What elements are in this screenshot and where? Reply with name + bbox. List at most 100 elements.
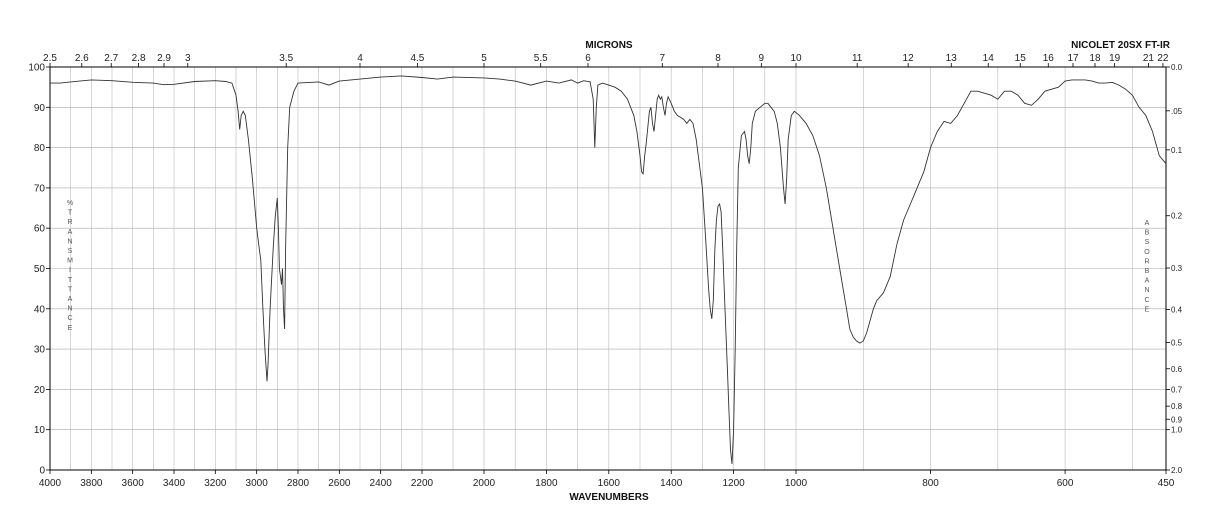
micron-tick-label: 11 [852, 53, 863, 64]
y-axis-title-char: S [68, 248, 73, 255]
absorbance-tick-label: 0.4 [1171, 306, 1183, 315]
micron-tick-label: 2.7 [104, 53, 118, 64]
transmittance-tick-label: 100 [28, 63, 45, 74]
y-axis-title-char: N [67, 238, 72, 245]
micron-tick-label: 5.5 [534, 53, 548, 64]
transmittance-tick-label: 30 [34, 345, 46, 356]
grid [50, 66, 1166, 471]
y-axis-title-char: C [67, 315, 72, 322]
transmittance-tick-label: 70 [34, 183, 46, 194]
wavenumber-tick-label: 4000 [39, 478, 62, 489]
micron-tick-label: 16 [1043, 53, 1055, 64]
micron-tick-label: 5 [481, 53, 487, 64]
wavenumber-tick-label: 2200 [411, 478, 434, 489]
micron-tick-label: 13 [946, 53, 958, 64]
micron-tick-label: 7 [660, 53, 666, 64]
wavenumber-tick-label: 2000 [473, 478, 496, 489]
micron-tick-label: 8 [715, 53, 721, 64]
y-axis-title-char: A [68, 296, 73, 303]
y2-axis-title-char: B [1145, 230, 1150, 237]
wavenumber-tick-label: 2600 [328, 478, 351, 489]
absorbance-tick-label: 0.1 [1171, 146, 1183, 155]
absorbance-tick-label: 0.7 [1171, 386, 1183, 395]
micron-tick-label: 6 [585, 53, 591, 64]
y2-axis-title-char: S [1145, 239, 1150, 246]
micron-tick-label: 4.5 [410, 53, 424, 64]
transmittance-tick-label: 60 [34, 224, 46, 235]
absorbance-tick-label: 2.0 [1171, 466, 1183, 475]
absorbance-tick-label: 0.3 [1171, 264, 1183, 273]
spectrum-line [50, 75, 1167, 465]
y-axis-title-char: N [67, 306, 72, 313]
wavenumber-tick-label: 450 [1158, 478, 1175, 489]
micron-tick-label: 4 [357, 53, 363, 64]
top-axis-title: MICRONS [585, 40, 633, 51]
transmittance-tick-label: 90 [34, 103, 46, 114]
transmittance-tick-label: 10 [34, 425, 46, 436]
absorbance-tick-labels: 0.0 .05 0.1 0.2 0.3 0.4 0.5 0.6 0.7 0.8 0.9 1.0 2.0 [1171, 63, 1183, 475]
micron-tick-label: 3 [185, 53, 191, 64]
micron-tick-labels: 2.5 2.6 2.7 2.8 2.9 3 3.5 4 4.5 5 5.5 6 7 8 9 10 11 12 13 1… [43, 53, 1169, 64]
wavenumber-tick-label: 600 [1057, 478, 1074, 489]
wavenumber-tick-label: 2400 [370, 478, 393, 489]
absorbance-tick-label: 0.2 [1171, 212, 1183, 221]
y-axis-title-char: T [68, 277, 73, 284]
micron-tick-label: 22 [1157, 53, 1169, 64]
tick-marks [46, 63, 1170, 474]
y-axis-title-char: T [68, 210, 73, 217]
y-axis-title-char: I [69, 267, 71, 274]
y2-axis-title-char: A [1145, 220, 1150, 227]
micron-tick-label: 19 [1109, 53, 1121, 64]
transmittance-tick-label: 0 [39, 466, 45, 477]
micron-tick-label: 2.6 [75, 53, 89, 64]
y-axis-title-char: T [68, 286, 73, 293]
absorbance-tick-label: 0.0 [1171, 63, 1183, 72]
micron-tick-label: 10 [790, 53, 802, 64]
absorbance-tick-label: 0.6 [1171, 365, 1183, 374]
y2-axis-title-char: C [1144, 297, 1149, 304]
y2-axis-title-char: A [1145, 278, 1150, 285]
y-axis-title-char: E [68, 325, 73, 332]
micron-tick-label: 2.8 [132, 53, 146, 64]
micron-tick-label: 2.5 [43, 53, 57, 64]
micron-tick-label: 17 [1067, 53, 1079, 64]
micron-tick-label: 15 [1015, 53, 1027, 64]
wavenumber-tick-label: 3400 [163, 478, 186, 489]
y2-axis-title-char: O [1144, 249, 1150, 256]
micron-tick-label: 12 [903, 53, 915, 64]
y2-axis-title-char: N [1144, 287, 1149, 294]
transmittance-tick-labels: 0 10 20 30 40 50 60 70 80 90 100 [28, 63, 45, 477]
x-axis-title: WAVENUMBERS [569, 492, 649, 503]
micron-tick-label: 18 [1089, 53, 1101, 64]
wavenumber-tick-label: 3600 [122, 478, 145, 489]
y-axis-title-char: A [68, 229, 73, 236]
absorbance-tick-label: 1.0 [1171, 426, 1183, 435]
wavenumber-tick-labels: 4000 3800 3600 3400 3200 3000 2800 2600 2400 2200… [39, 478, 1175, 489]
micron-tick-label: 3.5 [279, 53, 293, 64]
y-axis-title-char: R [67, 219, 72, 226]
wavenumber-tick-label: 3800 [80, 478, 103, 489]
micron-tick-label: 9 [759, 53, 765, 64]
transmittance-tick-label: 40 [34, 304, 46, 315]
y2-axis-title-char: E [1145, 306, 1150, 313]
y2-axis-title-char: R [1144, 258, 1149, 265]
wavenumber-tick-label: 3000 [246, 478, 269, 489]
wavenumber-tick-label: 1600 [598, 478, 621, 489]
transmittance-tick-label: 50 [34, 264, 46, 275]
wavenumber-tick-label: 1200 [722, 478, 745, 489]
instrument-label: NICOLET 20SX FT-IR [1071, 40, 1171, 51]
transmittance-tick-label: 20 [34, 385, 46, 396]
micron-tick-label: 14 [983, 53, 995, 64]
y-axis-title-char: M [67, 258, 73, 265]
wavenumber-tick-label: 1800 [535, 478, 558, 489]
absorbance-tick-label: 0.8 [1171, 402, 1183, 411]
wavenumber-tick-label: 1400 [660, 478, 683, 489]
y2-axis-title-char: B [1145, 268, 1150, 275]
wavenumber-tick-label: 1000 [785, 478, 808, 489]
y-axis-title-char: % [67, 200, 73, 207]
absorbance-tick-label: 0.5 [1171, 339, 1183, 348]
wavenumber-tick-label: 800 [922, 478, 939, 489]
micron-tick-label: 2.9 [157, 53, 171, 64]
